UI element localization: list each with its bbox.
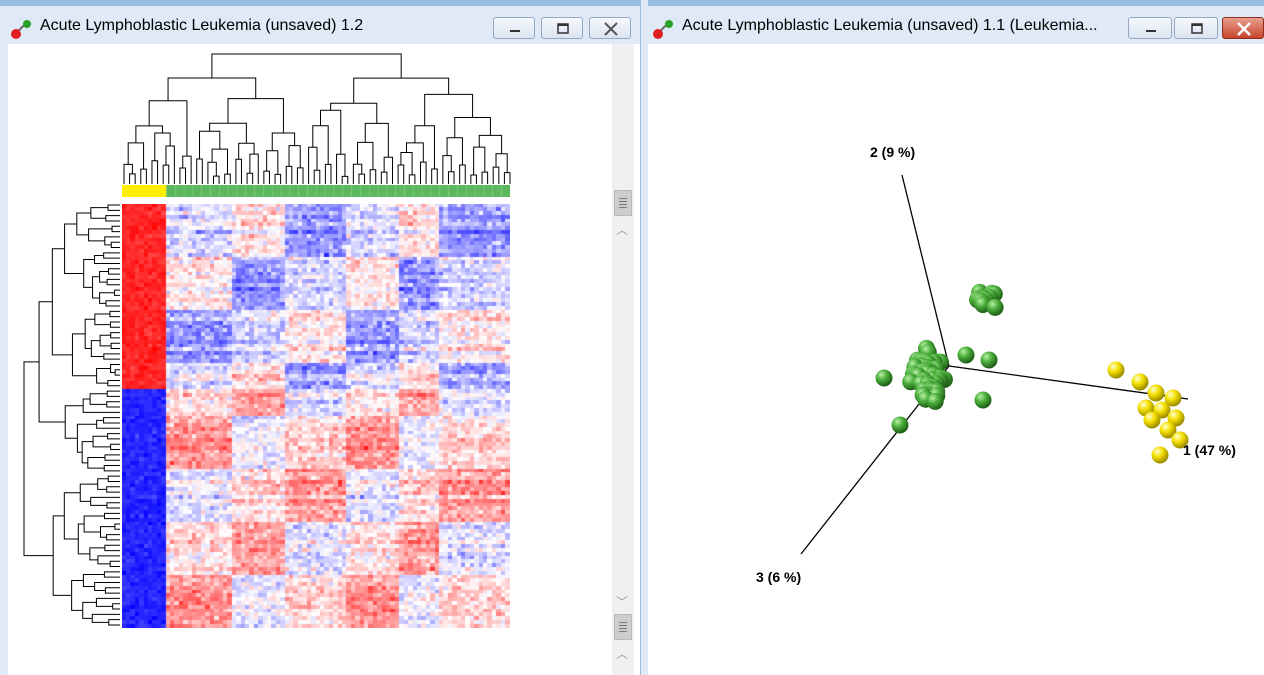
minimize-icon <box>1146 30 1156 32</box>
pca-point-yellow[interactable] <box>1164 389 1182 407</box>
pca-point-green[interactable] <box>875 369 893 387</box>
right-close-button[interactable] <box>1222 17 1264 39</box>
pca-point-green[interactable] <box>891 416 909 434</box>
maximize-icon <box>1191 23 1203 34</box>
right-titlebar[interactable]: Acute Lymphoblastic Leukemia (unsaved) 1… <box>648 0 1264 44</box>
right-minimize-button[interactable] <box>1128 17 1172 39</box>
app-molecule-icon <box>653 20 673 39</box>
left-titlebar[interactable]: Acute Lymphoblastic Leukemia (unsaved) 1… <box>0 0 640 44</box>
scroll-up-arrow-lower-icon[interactable]: ︿ <box>616 647 629 661</box>
pca-point-yellow[interactable] <box>1143 411 1161 429</box>
pca-point-yellow[interactable] <box>1147 384 1165 402</box>
left-window-frame <box>0 44 8 675</box>
axis-1-label: 1 (47 %) <box>1183 442 1236 458</box>
axis-3-label: 3 (6 %) <box>756 569 802 585</box>
pca-point-yellow[interactable] <box>1159 421 1177 439</box>
maximize-icon <box>557 23 569 34</box>
pca-point-yellow[interactable] <box>1167 409 1185 427</box>
heatmap[interactable] <box>122 204 510 628</box>
scroll-down-arrow-icon[interactable]: ﹀ <box>616 595 629 609</box>
pca-point-green[interactable] <box>980 351 998 369</box>
axis-2-label: 2 (9 %) <box>870 144 916 160</box>
pca-point-yellow[interactable] <box>1151 446 1169 464</box>
pca-point-yellow[interactable] <box>1171 431 1189 449</box>
axis-2-line <box>901 174 950 367</box>
app-molecule-icon <box>11 20 31 39</box>
pca-point-green[interactable] <box>957 346 975 364</box>
right-maximize-button[interactable] <box>1174 17 1218 39</box>
left-window: Acute Lymphoblastic Leukemia (unsaved) 1… <box>0 0 640 675</box>
close-icon <box>1237 22 1251 36</box>
right-window: Acute Lymphoblastic Leukemia (unsaved) 1… <box>648 0 1264 675</box>
pca-point-yellow[interactable] <box>1107 361 1125 379</box>
pca-point-green[interactable] <box>986 298 1004 316</box>
scroll-thumb-upper[interactable] <box>614 190 632 216</box>
window-divider <box>640 0 648 675</box>
left-scrollbar[interactable]: ︿ ﹀ ︿ <box>612 44 634 675</box>
left-maximize-button[interactable] <box>541 17 583 39</box>
minimize-icon <box>510 30 520 32</box>
scroll-thumb-lower[interactable] <box>614 614 632 640</box>
left-minimize-button[interactable] <box>493 17 535 39</box>
row-dendrogram <box>23 204 120 626</box>
left-window-title: Acute Lymphoblastic Leukemia (unsaved) 1… <box>40 17 364 34</box>
right-window-title: Acute Lymphoblastic Leukemia (unsaved) 1… <box>682 17 1098 34</box>
scroll-up-arrow-icon[interactable]: ︿ <box>616 223 629 237</box>
column-dendrogram <box>123 53 511 184</box>
left-content <box>8 44 618 675</box>
close-icon <box>604 22 618 36</box>
pca-point-yellow[interactable] <box>1131 373 1149 391</box>
pca-point-green[interactable] <box>926 392 944 410</box>
pca-point-green[interactable] <box>974 391 992 409</box>
column-group-bar <box>122 185 510 197</box>
left-close-button[interactable] <box>589 17 631 39</box>
pca-3d-plot[interactable] <box>648 44 1264 675</box>
pca-plot-area[interactable]: 2 (9 %) 1 (47 %) 3 (6 %) <box>648 44 1264 675</box>
